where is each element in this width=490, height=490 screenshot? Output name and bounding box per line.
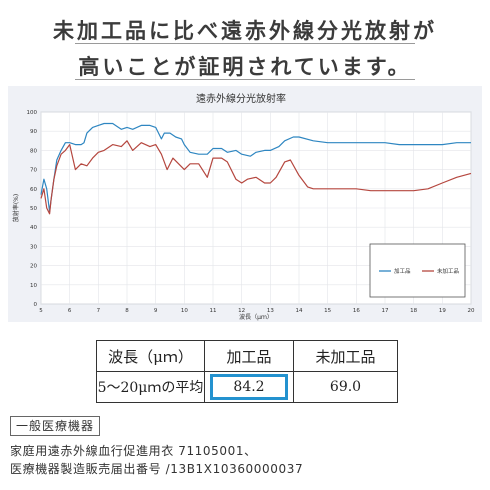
y-tick-label: 0 <box>34 302 38 308</box>
chart-title: 遠赤外線分光放射率 <box>196 92 286 105</box>
y-axis-label: 放射率(%) <box>12 194 20 222</box>
emissivity-chart: 遠赤外線分光放射率 0 10 20 30 40 50 60 70 80 90 100 5 6 7 8 9 10… <box>12 92 475 321</box>
header-wavelength: 波長（μｍ） <box>96 340 205 372</box>
x-tick-label: 18 <box>410 308 417 314</box>
certification-line-1: 家庭用遠赤外線血行促進用衣 71105001、 <box>10 444 257 458</box>
series-lines <box>40 122 472 215</box>
series-line-unprocessed <box>40 140 472 215</box>
average-table: 波長（μｍ） 加工品 未加工品 5〜20μｍの平均 84.2 69.0 <box>96 340 398 403</box>
processed-average-cell: 84.2 <box>204 371 294 403</box>
y-tick-labels: 0 10 20 30 40 50 60 70 80 90 100 <box>27 110 38 308</box>
legend-label-unprocessed: 未加工品 <box>437 267 460 275</box>
x-tick-label: 6 <box>68 308 72 314</box>
legend-label-processed: 加工品 <box>394 267 411 275</box>
headline-divider-2 <box>75 79 415 80</box>
x-tick-labels: 5 6 7 8 9 10 11 12 13 14 15 16 17 18 19 20 <box>39 308 475 314</box>
y-tick-label: 60 <box>30 187 37 193</box>
x-tick-label: 13 <box>267 308 274 314</box>
y-tick-label: 50 <box>30 206 37 212</box>
y-tick-label: 80 <box>30 148 37 154</box>
headline-line-2: 高いことが証明されています。 <box>78 55 412 79</box>
x-tick-label: 5 <box>39 308 43 314</box>
x-tick-label: 15 <box>324 308 331 314</box>
y-tick-label: 90 <box>30 129 37 135</box>
y-tick-label: 70 <box>30 168 37 174</box>
chart-legend: 加工品 未加工品 <box>369 243 466 298</box>
x-tick-label: 20 <box>468 308 475 314</box>
headline-line-1: 未加工品に比べ遠赤外線分光放射が <box>53 19 437 43</box>
y-tick-label: 30 <box>30 244 37 250</box>
medical-device-badge: 一般医療機器 <box>10 416 101 436</box>
x-tick-label: 10 <box>181 308 188 314</box>
x-tick-label: 17 <box>382 308 389 314</box>
row-label: 5〜20μｍの平均 <box>96 371 205 403</box>
table-row: 5〜20μｍの平均 84.2 69.0 <box>96 371 398 403</box>
header-unprocessed: 未加工品 <box>293 340 398 372</box>
x-tick-label: 8 <box>125 308 129 314</box>
processed-average-value: 84.2 <box>210 374 288 400</box>
header-processed: 加工品 <box>204 340 294 372</box>
x-tick-label: 12 <box>238 308 245 314</box>
certification-line-2: 医療機器製造販売届出番号 /13B1X10360000037 <box>10 462 304 476</box>
x-tick-label: 11 <box>210 308 217 314</box>
chart-panel: 遠赤外線分光放射率 0 10 20 30 40 50 60 70 80 90 100 5 6 7 8 9 10… <box>8 86 482 322</box>
y-tick-label: 40 <box>30 225 37 231</box>
x-tick-label: 19 <box>439 308 446 314</box>
x-axis-label: 波長（μｍ） <box>239 313 273 321</box>
headline-divider-1 <box>75 43 415 44</box>
grid-lines <box>40 111 472 305</box>
x-tick-label: 14 <box>296 308 303 314</box>
y-tick-label: 10 <box>30 283 37 289</box>
x-tick-label: 9 <box>154 308 158 314</box>
x-tick-label: 16 <box>353 308 360 314</box>
y-tick-label: 100 <box>27 110 38 116</box>
series-line-processed <box>40 122 471 213</box>
x-tick-label: 7 <box>97 308 101 314</box>
unprocessed-average-value: 69.0 <box>293 371 398 403</box>
y-tick-label: 20 <box>30 264 37 270</box>
table-header-row: 波長（μｍ） 加工品 未加工品 <box>96 340 398 372</box>
